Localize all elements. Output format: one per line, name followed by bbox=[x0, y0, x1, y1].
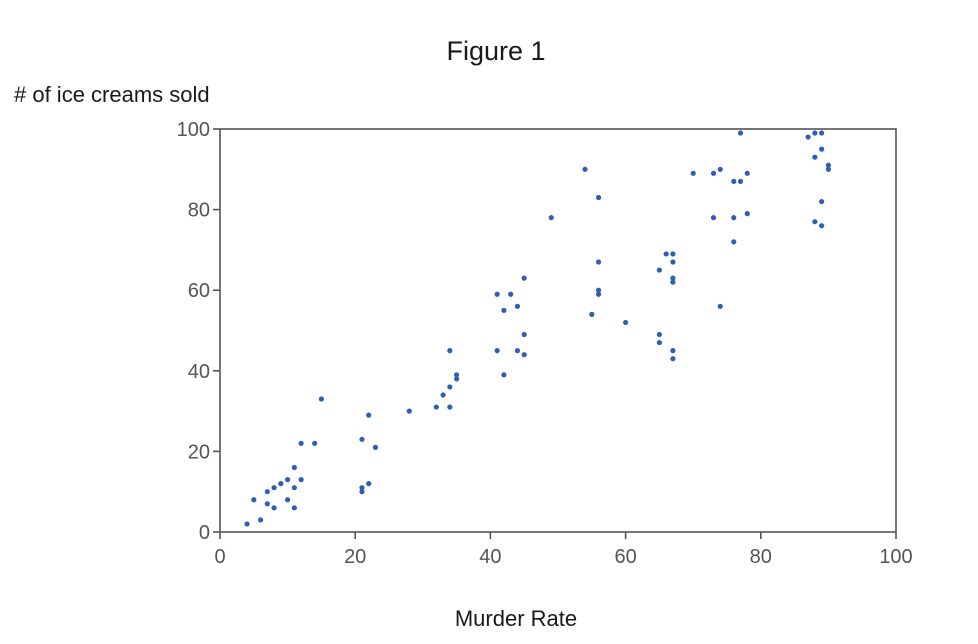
data-point bbox=[731, 239, 737, 245]
data-point bbox=[656, 331, 663, 338]
data-point bbox=[805, 134, 811, 140]
data-point bbox=[298, 440, 304, 446]
data-point bbox=[285, 477, 291, 483]
data-point bbox=[595, 194, 602, 201]
data-point bbox=[737, 178, 744, 184]
data-point bbox=[447, 348, 453, 354]
data-point bbox=[494, 291, 500, 297]
y-tick-label: 40 bbox=[188, 361, 210, 383]
data-point bbox=[264, 501, 270, 507]
data-point bbox=[582, 166, 588, 172]
data-point bbox=[812, 219, 818, 225]
data-point bbox=[819, 146, 825, 152]
data-point bbox=[710, 215, 717, 221]
data-point bbox=[372, 444, 379, 450]
data-point bbox=[271, 505, 277, 511]
data-point bbox=[298, 477, 304, 483]
data-point bbox=[670, 279, 676, 285]
data-point bbox=[447, 384, 453, 390]
y-tick-label: 60 bbox=[188, 280, 210, 302]
data-point bbox=[670, 356, 676, 362]
data-point bbox=[514, 303, 521, 309]
y-tick-label: 0 bbox=[199, 522, 210, 544]
data-point bbox=[359, 436, 365, 442]
plot-frame bbox=[219, 128, 897, 533]
data-point bbox=[656, 267, 663, 273]
data-point bbox=[812, 130, 818, 136]
data-point bbox=[656, 339, 663, 346]
data-point bbox=[271, 485, 277, 491]
data-point bbox=[623, 319, 629, 326]
data-point bbox=[514, 348, 521, 354]
data-point bbox=[291, 505, 297, 511]
data-point bbox=[744, 211, 750, 217]
data-point bbox=[670, 251, 676, 257]
plot-area: 0 20 40 60 80 100 0 20 40 60 80 100 bbox=[177, 119, 913, 568]
data-point bbox=[717, 166, 723, 172]
data-point bbox=[264, 489, 270, 495]
data-point bbox=[406, 408, 412, 414]
y-tick-label: 80 bbox=[188, 200, 210, 222]
data-point bbox=[251, 497, 257, 503]
data-point bbox=[548, 215, 554, 221]
data-point bbox=[285, 497, 291, 503]
data-point bbox=[825, 162, 832, 168]
x-tick-label: 0 bbox=[214, 546, 225, 568]
data-point bbox=[359, 485, 365, 491]
data-point bbox=[454, 372, 460, 378]
y-tick-label: 20 bbox=[188, 441, 210, 463]
data-point bbox=[501, 307, 507, 313]
x-tick-label: 60 bbox=[614, 546, 636, 568]
data-point bbox=[366, 412, 372, 418]
data-point bbox=[447, 404, 453, 410]
x-tick-label: 40 bbox=[479, 546, 501, 568]
data-point bbox=[690, 170, 696, 176]
data-point bbox=[825, 166, 832, 172]
data-point bbox=[494, 348, 500, 354]
data-point bbox=[501, 372, 507, 378]
data-point bbox=[291, 485, 297, 491]
data-point bbox=[508, 291, 514, 297]
data-point bbox=[595, 259, 602, 265]
data-point bbox=[737, 130, 744, 136]
data-point bbox=[244, 521, 250, 527]
data-point bbox=[521, 331, 527, 338]
x-tick-label: 100 bbox=[879, 546, 912, 568]
data-point bbox=[717, 303, 723, 309]
y-tick-label: 100 bbox=[177, 119, 210, 141]
chart-title: Figure 1 bbox=[446, 36, 545, 66]
data-point bbox=[433, 404, 439, 410]
data-point bbox=[318, 396, 324, 402]
data-point bbox=[291, 464, 297, 471]
data-point bbox=[670, 275, 676, 281]
data-point bbox=[670, 259, 676, 265]
x-tick-label: 20 bbox=[344, 546, 366, 568]
data-point bbox=[819, 223, 825, 229]
data-point bbox=[663, 251, 669, 257]
data-point bbox=[359, 489, 365, 495]
data-point bbox=[670, 348, 676, 354]
x-tick-label: 80 bbox=[750, 546, 772, 568]
data-point bbox=[521, 275, 527, 281]
data-point bbox=[812, 154, 818, 160]
data-point bbox=[312, 440, 318, 446]
data-point bbox=[731, 215, 737, 221]
data-point bbox=[819, 198, 825, 205]
data-point bbox=[440, 392, 446, 398]
data-point bbox=[257, 517, 264, 523]
data-point bbox=[589, 311, 595, 317]
data-point bbox=[366, 481, 372, 487]
y-axis-label: # of ice creams sold bbox=[14, 82, 210, 107]
data-point bbox=[595, 287, 602, 293]
data-point bbox=[710, 170, 717, 176]
data-point bbox=[454, 376, 460, 382]
data-point bbox=[521, 352, 527, 358]
data-point bbox=[819, 130, 825, 136]
data-point bbox=[595, 291, 602, 297]
x-axis-label: Murder Rate bbox=[455, 606, 577, 631]
data-point bbox=[731, 178, 737, 184]
data-point bbox=[278, 481, 284, 487]
data-point bbox=[744, 170, 750, 176]
